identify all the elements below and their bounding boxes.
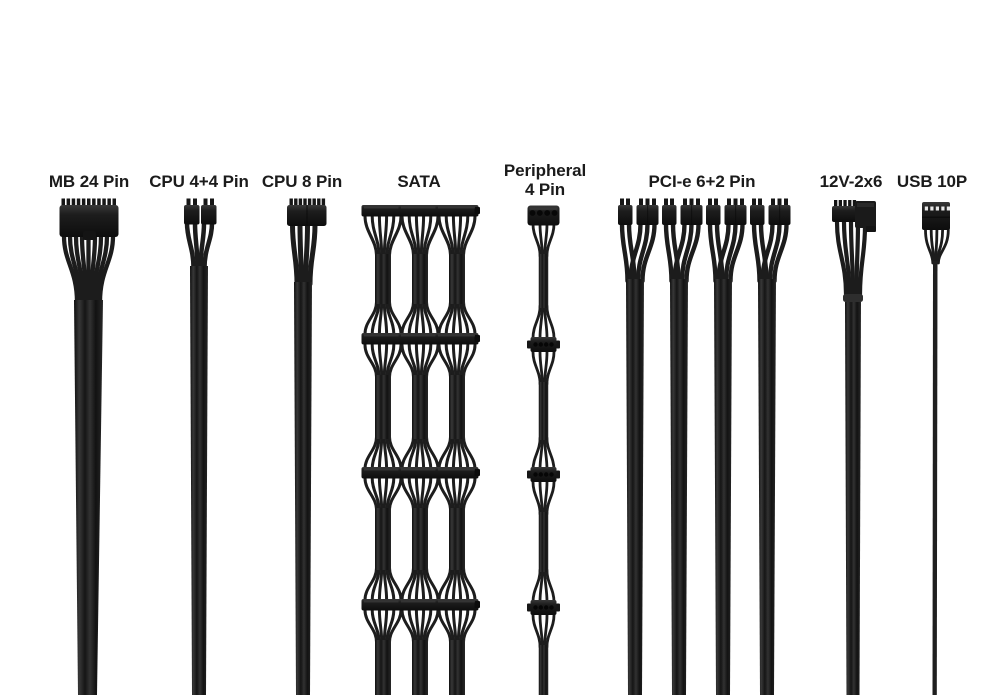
label-12v-2x6: 12V-2x6 xyxy=(819,172,883,191)
sata-cable-3 xyxy=(436,205,481,695)
usb-10p-cable xyxy=(922,202,950,695)
pcie-cable-3 xyxy=(706,199,747,695)
12v-2x6-connector xyxy=(832,200,876,232)
cpu-4pin-connector-right xyxy=(201,198,217,225)
pcie-6plus2-cable-group xyxy=(618,199,791,695)
cpu-8pin-sleeve xyxy=(294,282,312,695)
mb-24pin-cable xyxy=(59,198,119,695)
label-sata: SATA xyxy=(397,172,441,191)
mb-24pin-connector xyxy=(59,198,119,240)
peripheral-4pin-connector xyxy=(527,205,560,226)
cable-tie-band xyxy=(843,294,863,302)
label-cpu-8pin: CPU 8 Pin xyxy=(261,172,343,191)
sata-cable-2 xyxy=(399,205,444,695)
peripheral-4pin-cable xyxy=(527,205,560,695)
label-usb-10p: USB 10P xyxy=(896,172,968,191)
cpu-4plus4-cable xyxy=(184,198,217,695)
12v-2x6-cable xyxy=(832,200,876,695)
sata-cable-1 xyxy=(362,205,407,695)
mb-24pin-sleeve xyxy=(74,300,103,695)
label-cpu-4plus4: CPU 4+4 Pin xyxy=(149,172,249,191)
pcie-cable-4 xyxy=(750,199,791,695)
sata-cable-group xyxy=(362,205,481,695)
peripheral-inline-connector xyxy=(527,337,560,352)
cpu-8pin-connector xyxy=(287,198,327,226)
cpu-4pin-connector-left xyxy=(184,198,200,225)
label-mb-24pin: MB 24 Pin xyxy=(48,172,130,191)
peripheral-inline-connector xyxy=(527,600,560,615)
12v-2x6-sleeve xyxy=(845,302,861,695)
usb-10p-connector xyxy=(922,202,950,230)
pcie-cable-1 xyxy=(618,199,659,695)
cpu-8pin-cable xyxy=(287,198,327,695)
label-peripheral-4pin: Peripheral 4 Pin xyxy=(503,161,587,200)
peripheral-inline-connector xyxy=(527,467,560,482)
usb-10p-wire xyxy=(932,261,938,695)
cpu-4plus4-sleeve xyxy=(190,266,208,695)
pcie-cable-2 xyxy=(662,199,703,695)
label-pcie-6plus2: PCI-e 6+2 Pin xyxy=(648,172,756,191)
